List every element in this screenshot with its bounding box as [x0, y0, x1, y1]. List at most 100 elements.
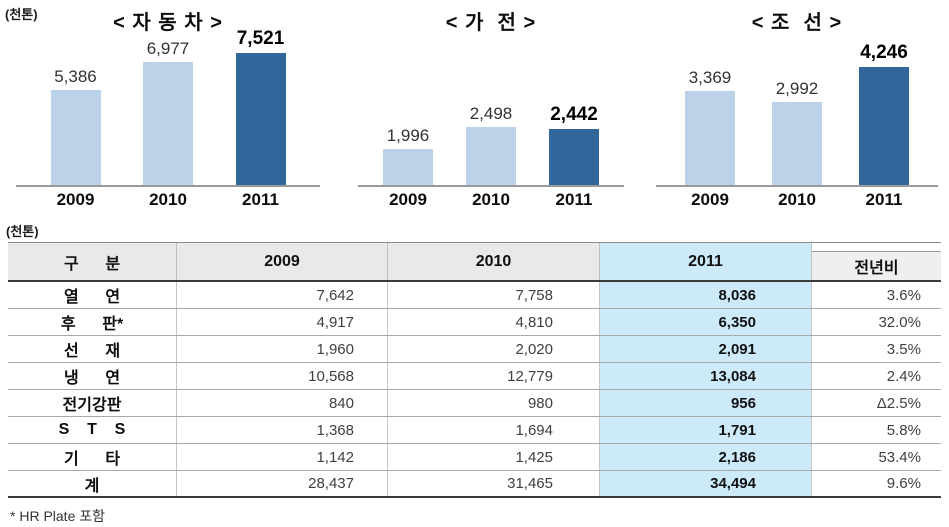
header-category: 구 분 [8, 243, 177, 280]
cell-2010: 12,779 [388, 363, 600, 389]
chart-title-automobile: < 자 동 차 > [113, 12, 223, 34]
x-axis-labels: 2009 2010 2011 [358, 190, 624, 210]
x-tick-2010: 2010 [149, 190, 187, 209]
row-label: 전기강판 [8, 390, 177, 416]
row-label: 열 연 [8, 282, 177, 308]
cell-yoy: 32.0% [878, 313, 921, 331]
table-row-other: 기 타 1,142 1,425 2,186 53.4% [8, 444, 941, 471]
cell-2009: 10,568 [177, 363, 388, 389]
cell-2011: 34,494 [600, 471, 812, 496]
bar-group-2010: 6,977 [135, 39, 201, 185]
row-label: 후 판* [8, 309, 177, 335]
cell-2010: 7,758 [388, 282, 600, 308]
bar-value-label: 5,386 [54, 67, 97, 86]
chart-appliance: < 가 전 > 1,996 2,498 2,442 2009 2010 2011 [358, 0, 624, 210]
bar-group-2010: 2,992 [764, 79, 830, 185]
table-row-hot-rolled: 열 연 7,642 7,758 8,036 3.6% [8, 282, 941, 309]
bar-group-2011: 7,521 [228, 28, 294, 185]
cell-2009: 1,960 [177, 336, 388, 362]
table-unit-label: (천톤) [6, 224, 39, 239]
chart-plot-area: 5,386 6,977 7,521 [16, 28, 320, 187]
cell-yoy: 2.4% [886, 367, 921, 385]
cell-2010: 4,810 [388, 309, 600, 335]
bar-value-label: 2,992 [775, 79, 819, 98]
table-row-sts: S T S 1,368 1,694 1,791 5.8% [8, 417, 941, 444]
cell-2011: 1,791 [600, 417, 812, 443]
bar-value-label: 2,442 [550, 104, 598, 125]
cell-2009: 840 [177, 390, 388, 416]
chart-plot-area: 1,996 2,498 2,442 [358, 34, 624, 187]
table-row-cold-rolled: 냉 연 10,568 12,779 13,084 2.4% [8, 363, 941, 390]
bar-value-label: 2,498 [469, 104, 513, 123]
cell-yoy: 9.6% [886, 475, 921, 492]
cell-2011: 13,084 [600, 363, 812, 389]
chart-automobile: < 자 동 차 > 5,386 6,977 7,521 2009 2010 20… [16, 0, 320, 210]
cell-2009: 7,642 [177, 282, 388, 308]
cell-2011: 6,350 [600, 309, 812, 335]
bar-2010 [466, 127, 516, 185]
bar-group-2010: 2,498 [458, 104, 524, 185]
bar-value-label: 4,246 [860, 42, 908, 63]
cell-2009: 1,142 [177, 444, 388, 470]
chart-title-appliance: < 가 전 > [445, 12, 537, 34]
x-tick-2009: 2009 [389, 190, 427, 209]
cell-yoy: 53.4% [878, 448, 921, 466]
row-label: S T S [8, 417, 177, 443]
steel-products-table: 구 분 2009 2010 2011 전년비 열 연 7,642 7,758 8… [8, 242, 941, 498]
x-tick-2010: 2010 [778, 190, 816, 209]
bar-2011 [235, 53, 286, 185]
x-tick-2010: 2010 [472, 190, 510, 209]
cell-2009: 4,917 [177, 309, 388, 335]
bar-group-2009: 1,996 [375, 126, 441, 185]
charts-unit-label: (천톤) [5, 7, 38, 22]
bar-2010 [772, 102, 822, 185]
header-2010: 2010 [388, 243, 600, 280]
bar-value-label: 7,521 [236, 28, 285, 49]
bar-group-2009: 3,369 [677, 68, 743, 185]
cell-2010: 2,020 [388, 336, 600, 362]
header-2011: 2011 [600, 243, 812, 280]
table-header-row: 구 분 2009 2010 2011 전년비 [8, 242, 941, 282]
bar-2011 [549, 129, 599, 185]
x-axis-labels: 2009 2010 2011 [656, 190, 938, 210]
header-yoy: 전년비 [812, 243, 941, 280]
table-row-plate: 후 판* 4,917 4,810 6,350 32.0% [8, 309, 941, 336]
cell-yoy: 3.6% [886, 286, 921, 304]
bar-2011 [859, 67, 909, 185]
bar-group-2009: 5,386 [43, 67, 109, 185]
cell-2010: 31,465 [388, 471, 600, 496]
bar-2009 [50, 90, 101, 185]
header-2009: 2009 [177, 243, 388, 280]
bar-group-2011: 4,246 [851, 42, 917, 185]
table-row-total: 계 28,437 31,465 34,494 9.6% [8, 471, 941, 498]
table-body: 열 연 7,642 7,758 8,036 3.6% 후 판* 4,917 4,… [8, 282, 941, 498]
bar-value-label: 6,977 [146, 39, 190, 58]
bar-value-label: 1,996 [386, 126, 430, 145]
bar-2010 [143, 62, 193, 185]
cell-2011: 956 [600, 390, 812, 416]
chart-plot-area: 3,369 2,992 4,246 [656, 34, 938, 187]
bar-group-2011: 2,442 [541, 104, 607, 185]
footnote-hr-plate: * HR Plate 포함 [10, 508, 106, 524]
cell-2010: 1,694 [388, 417, 600, 443]
cell-2009: 1,368 [177, 417, 388, 443]
bar-value-label: 3,369 [688, 68, 732, 87]
header-yoy-label: 전년비 [812, 251, 941, 280]
table-row-electrical-steel: 전기강판 840 980 956 Δ2.5% [8, 390, 941, 417]
row-label: 계 [8, 471, 177, 496]
x-tick-2011: 2011 [555, 190, 593, 209]
cell-yoy: 5.8% [886, 421, 921, 439]
bar-2009 [383, 149, 433, 185]
row-label: 선 재 [8, 336, 177, 362]
row-label: 냉 연 [8, 363, 177, 389]
cell-yoy: 3.5% [886, 340, 921, 358]
x-tick-2009: 2009 [56, 190, 95, 209]
cell-2010: 980 [388, 390, 600, 416]
x-tick-2011: 2011 [865, 190, 903, 209]
cell-2011: 2,091 [600, 336, 812, 362]
chart-shipbuilding: < 조 선 > 3,369 2,992 4,246 2009 2010 2011 [656, 0, 938, 210]
row-label: 기 타 [8, 444, 177, 470]
cell-2009: 28,437 [177, 471, 388, 496]
chart-title-shipbuilding: < 조 선 > [751, 12, 843, 34]
cell-yoy: Δ2.5% [876, 394, 921, 412]
